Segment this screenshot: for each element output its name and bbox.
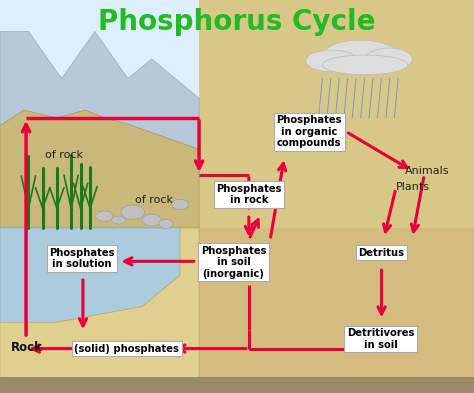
- Text: of rock: of rock: [45, 150, 83, 160]
- Ellipse shape: [172, 199, 189, 209]
- Text: of rock: of rock: [135, 195, 173, 206]
- Text: Phosphates
in soil
(inorganic): Phosphates in soil (inorganic): [201, 246, 266, 279]
- Polygon shape: [0, 228, 180, 330]
- FancyBboxPatch shape: [0, 377, 474, 393]
- Text: Detritivores
in soil: Detritivores in soil: [346, 328, 414, 350]
- Polygon shape: [0, 228, 199, 393]
- Text: Phosphorus Cycle: Phosphorus Cycle: [98, 7, 376, 36]
- Polygon shape: [0, 110, 199, 228]
- Text: Phosphates
in solution: Phosphates in solution: [49, 248, 115, 269]
- Polygon shape: [199, 228, 474, 393]
- Ellipse shape: [159, 219, 173, 229]
- Ellipse shape: [111, 216, 126, 224]
- Text: (solid) phosphates: (solid) phosphates: [74, 344, 179, 354]
- Ellipse shape: [325, 40, 396, 66]
- Ellipse shape: [96, 211, 113, 221]
- Ellipse shape: [365, 48, 412, 70]
- Ellipse shape: [121, 205, 145, 219]
- Text: Rock: Rock: [10, 341, 42, 354]
- Polygon shape: [199, 0, 474, 393]
- Ellipse shape: [306, 50, 358, 72]
- Text: Plants: Plants: [396, 182, 430, 192]
- Ellipse shape: [142, 214, 161, 226]
- Text: Phosphates
in organic
compounds: Phosphates in organic compounds: [276, 115, 342, 148]
- Text: Phosphates
in rock: Phosphates in rock: [216, 184, 282, 205]
- Text: Detritus: Detritus: [358, 248, 405, 257]
- Text: Animals: Animals: [405, 166, 450, 176]
- Ellipse shape: [322, 55, 408, 75]
- Polygon shape: [0, 31, 199, 177]
